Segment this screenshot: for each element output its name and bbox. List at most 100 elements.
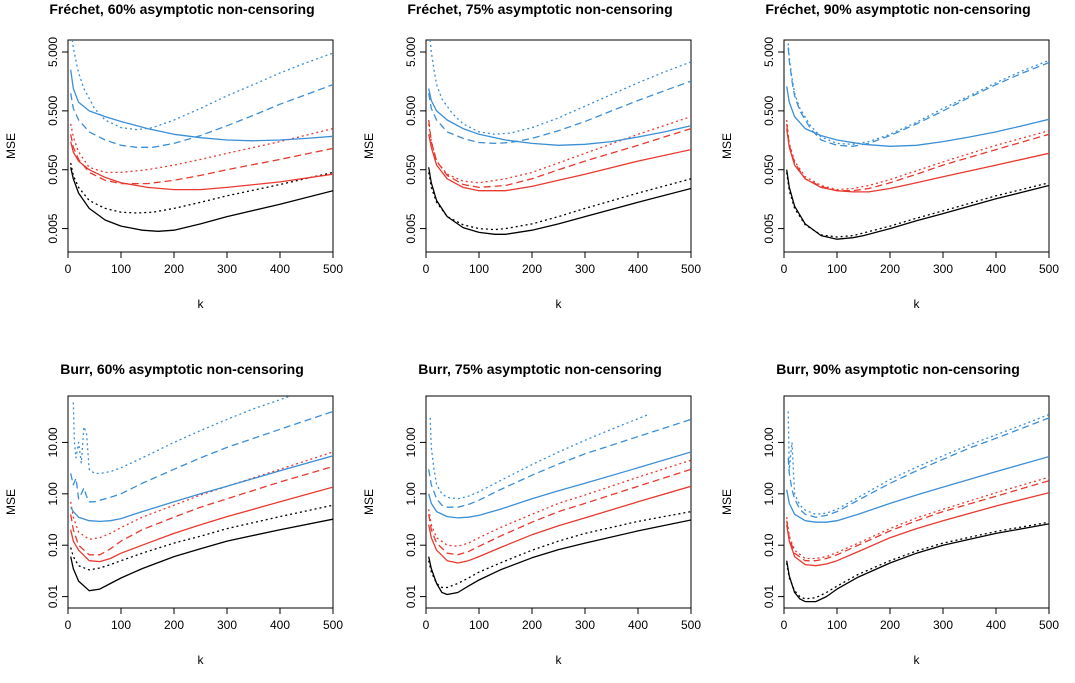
series-line-blue-solid xyxy=(70,69,333,142)
series-line-blue-solid xyxy=(786,455,1049,523)
y-tick-label: 0.050 xyxy=(46,154,60,184)
x-tick-label: 100 xyxy=(827,262,847,276)
x-tick-label: 500 xyxy=(681,618,701,632)
series-line-red-solid xyxy=(428,134,691,192)
x-tick-label: 500 xyxy=(1039,618,1059,632)
plot-frame xyxy=(783,395,1050,609)
series-line-red-solid xyxy=(786,492,1049,567)
plot-area: 0 100 200 300 400 500 0.005 0.050 0.500 5.000 k MSE xyxy=(720,37,1059,311)
x-tick-label: 200 xyxy=(164,618,184,632)
y-tick-label: 0.10 xyxy=(404,533,418,557)
x-tick-label: 100 xyxy=(469,618,489,632)
y-tick-label: 1.00 xyxy=(46,482,60,506)
x-tick-label: 400 xyxy=(986,618,1006,632)
plot-area: 0 100 200 300 400 500 0.005 0.050 0.500 5.000 k MSE xyxy=(4,37,343,311)
plot-frame xyxy=(425,395,692,609)
series-line-blue-dashed xyxy=(428,418,691,508)
x-axis-label: k xyxy=(556,297,563,311)
x-tick-label: 200 xyxy=(522,262,542,276)
y-tick-label: 0.500 xyxy=(762,96,776,126)
series-line-blue-dotted xyxy=(72,396,291,475)
series-line-blue-solid xyxy=(786,86,1049,147)
series-line-black-solid xyxy=(786,523,1049,603)
x-tick-label: 500 xyxy=(1039,262,1059,276)
x-axis-label: k xyxy=(556,653,563,667)
series-line-black-dotted xyxy=(428,510,691,589)
y-tick-label: 0.005 xyxy=(762,213,776,243)
x-tick-label: 200 xyxy=(522,618,542,632)
series-line-blue-dotted xyxy=(787,43,1049,145)
x-axis-label: k xyxy=(198,653,205,667)
series-line-black-dotted xyxy=(786,172,1049,238)
series-line-red-solid xyxy=(786,128,1049,193)
y-tick-label: 0.01 xyxy=(762,585,776,609)
chart-panel: Burr, 75% asymptotic non-censoring 0 100 20… xyxy=(361,341,719,682)
y-tick-label: 10.00 xyxy=(404,427,418,457)
plot-area: 0 100 200 300 400 500 0.01 0.10 1.00 10.00 k MSE xyxy=(362,395,701,667)
series-line-blue-solid xyxy=(70,455,333,523)
y-axis-label: MSE xyxy=(720,133,734,159)
plot-area: 0 100 200 300 400 500 0.01 0.10 1.00 10.00 k MSE xyxy=(4,395,343,667)
x-tick-label: 0 xyxy=(423,262,430,276)
y-axis-label: MSE xyxy=(362,489,376,515)
series-line-blue-dashed xyxy=(70,410,333,503)
y-axis-label: MSE xyxy=(4,489,18,515)
x-tick-label: 300 xyxy=(217,262,237,276)
x-tick-label: 300 xyxy=(217,618,237,632)
series-line-black-solid xyxy=(428,519,691,596)
chart-panel: Fréchet, 75% asymptotic non-censoring 0 10… xyxy=(361,0,719,341)
series-line-red-dashed xyxy=(786,123,1049,192)
x-tick-label: 400 xyxy=(270,618,290,632)
series-line-blue-dashed xyxy=(787,417,1049,518)
y-tick-label: 0.10 xyxy=(46,533,60,557)
x-tick-label: 300 xyxy=(933,618,953,632)
series-line-blue-solid xyxy=(428,88,691,146)
series-line-red-solid xyxy=(70,141,333,191)
series-line-red-dotted xyxy=(70,451,333,540)
series-line-blue-dashed xyxy=(428,80,691,145)
y-tick-label: 0.050 xyxy=(762,154,776,184)
y-tick-label: 0.10 xyxy=(762,533,776,557)
plot-frame xyxy=(425,39,692,253)
series-line-blue-dotted xyxy=(429,40,691,135)
plot-frame xyxy=(67,395,334,609)
chart-panel: Fréchet, 60% asymptotic non-censoring 0 10… xyxy=(3,0,361,341)
y-tick-label: 5.000 xyxy=(762,37,776,67)
x-tick-label: 500 xyxy=(681,262,701,276)
series-line-blue-dotted xyxy=(71,40,333,131)
series-line-red-dashed xyxy=(428,468,691,556)
y-tick-label: 1.00 xyxy=(404,482,418,506)
y-tick-label: 0.005 xyxy=(404,213,418,243)
series-line-blue-dotted xyxy=(787,411,1049,515)
x-axis-label: k xyxy=(198,297,205,311)
series-line-red-dashed xyxy=(786,480,1049,562)
y-axis-label: MSE xyxy=(720,489,734,515)
y-tick-label: 0.500 xyxy=(404,96,418,126)
x-tick-label: 400 xyxy=(628,262,648,276)
plot-frame xyxy=(783,39,1050,253)
x-tick-label: 200 xyxy=(880,618,900,632)
y-tick-label: 0.500 xyxy=(46,96,60,126)
series-line-red-dotted xyxy=(428,115,691,184)
series-line-red-dotted xyxy=(428,459,691,547)
x-tick-label: 400 xyxy=(628,618,648,632)
series-line-red-dashed xyxy=(70,465,333,556)
x-axis-label: k xyxy=(914,297,921,311)
series-line-black-solid xyxy=(70,518,333,592)
y-tick-label: 0.050 xyxy=(404,154,418,184)
series-line-black-solid xyxy=(70,167,333,232)
x-tick-label: 0 xyxy=(65,262,72,276)
x-tick-label: 0 xyxy=(781,262,788,276)
y-axis-label: MSE xyxy=(362,133,376,159)
series-line-black-solid xyxy=(428,167,691,235)
series-line-black-solid xyxy=(786,169,1049,240)
series-line-black-dotted xyxy=(428,172,691,231)
x-tick-label: 200 xyxy=(164,262,184,276)
x-tick-label: 300 xyxy=(575,262,595,276)
chart-panel: Burr, 90% asymptotic non-censoring 0 100 20… xyxy=(719,341,1075,682)
series-line-red-dashed xyxy=(428,119,691,189)
plot-area: 0 100 200 300 400 500 0.01 0.10 1.00 10.00 k MSE xyxy=(720,395,1059,667)
y-tick-label: 0.005 xyxy=(46,213,60,243)
plot-frame xyxy=(67,39,334,253)
